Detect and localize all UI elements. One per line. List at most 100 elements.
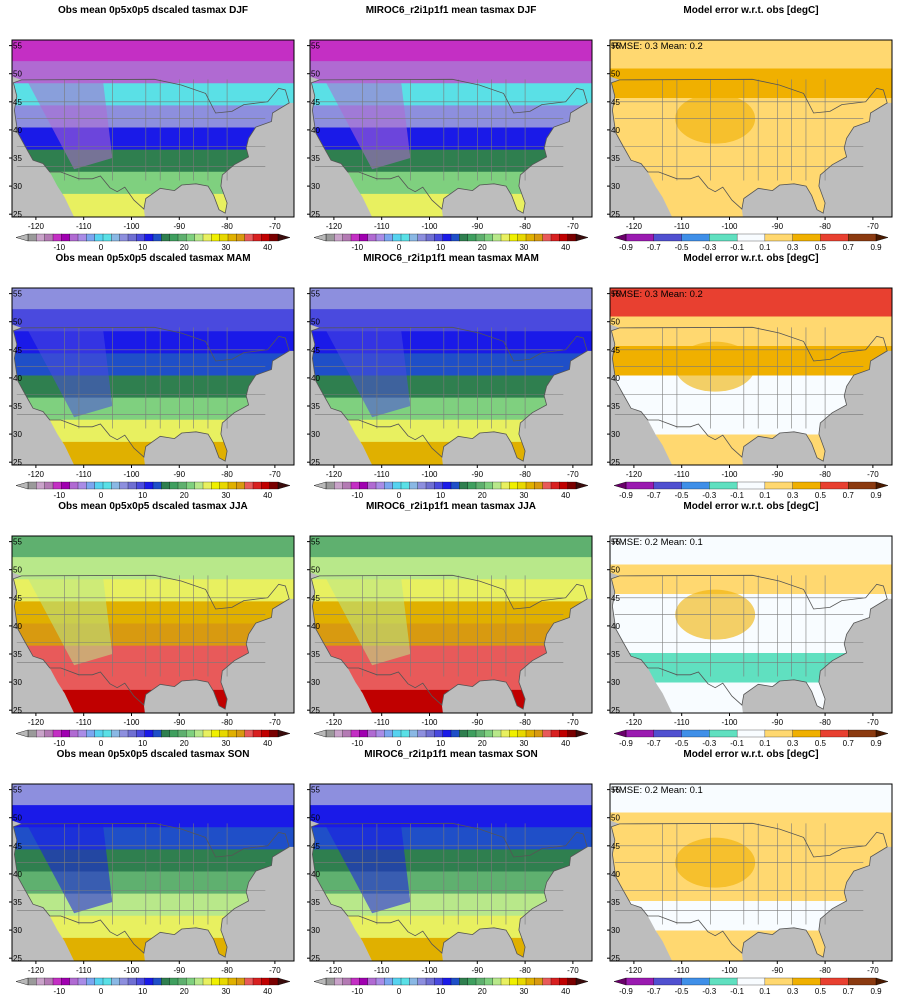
y-tick-label: 55 [13,786,22,795]
x-tick-label: -70 [567,966,579,975]
colorbar-swatch [94,977,104,986]
colorbar-swatch [475,233,485,242]
colorbar-swatch [567,481,577,490]
x-tick-label: -120 [28,966,45,975]
colorbar-swatch [384,977,394,986]
x-tick-label: -90 [772,470,784,479]
y-tick-label: 40 [311,374,320,383]
colorbar-swatch [359,481,369,490]
colorbar-label: 10 [436,243,445,252]
colorbar-label: 40 [561,491,570,500]
colorbar-label: 20 [478,243,487,252]
state-borders [314,79,564,181]
y-tick-label: 50 [13,70,22,79]
colorbar-swatch [334,233,344,242]
x-tick-label: -120 [626,222,643,231]
colorbar-over-arrow [875,481,889,490]
colorbar-swatch [77,233,87,242]
stats-annotation: RMSE: 0.2 Mean: 0.1 [612,785,703,796]
x-tick-label: -110 [674,222,690,231]
x-tick-label: -110 [374,222,390,231]
colorbar-swatch [36,729,46,738]
colorbar-swatch [392,233,402,242]
x-tick-label: -100 [421,966,438,975]
colorbar-label: 0.7 [843,739,855,748]
colorbar-swatch [534,729,544,738]
map-frame [609,783,893,962]
y-tick-label: 55 [311,786,320,795]
colorbar-swatch [169,233,179,242]
field-band [610,536,892,567]
colorbar-label: 0.3 [787,739,799,748]
colorbar-swatch [177,233,187,242]
y-tick-label: 55 [311,290,320,299]
y-tick-label: 45 [611,98,620,107]
colorbar-swatch [334,729,344,738]
temperature-colorbar: -10 0 10 20 30 40 [15,481,291,500]
x-tick-label: -120 [626,718,643,727]
x-tick-label: -90 [472,966,484,975]
y-tick-label: 25 [611,210,620,219]
map-frame [609,39,893,218]
colorbar-swatch [820,481,849,490]
colorbar-swatch [736,233,766,242]
temperature-colorbar: -10 0 10 20 30 40 [15,729,291,748]
colorbar-swatch [227,729,237,738]
colorbar-swatch [417,977,427,986]
colorbar-label: -0.1 [730,491,744,500]
colorbar-swatch [261,481,271,490]
colorbar-swatch [152,729,162,738]
y-tick-label: 30 [13,926,22,935]
colorbar-swatch [94,729,104,738]
error-colorbar: -0.9 -0.7 -0.5 -0.3 -0.1 0.1 0.3 0.5 0.7 0.9 [613,977,889,996]
colorbar-swatch [202,977,212,986]
field-band [610,288,892,319]
colorbar-label: -10 [53,739,65,748]
colorbar-swatch [367,233,377,242]
colorbar-swatch [127,481,137,490]
colorbar-swatch [177,729,187,738]
colorbar-swatch [409,977,419,986]
map-panel-djf-obs: Obs mean 0p5x0p5 dscaled tasmax DJF -120 -… [9,5,295,252]
colorbar-label: -0.5 [675,739,689,748]
colorbar-label: 20 [478,739,487,748]
colorbar-swatch [567,233,577,242]
x-tick-label: -120 [326,470,343,479]
x-tick-label: -110 [374,718,390,727]
colorbar-label: 0 [397,739,402,748]
colorbar-swatch [384,481,394,490]
colorbar-swatch [500,481,510,490]
colorbar-label: -10 [53,987,65,996]
colorbar-swatch [384,233,394,242]
colorbar-swatch [152,977,162,986]
x-tick-label: -70 [567,222,579,231]
colorbar-label: -0.1 [730,739,744,748]
colorbar-swatch [459,977,469,986]
field-band [12,40,294,64]
colorbar-swatch [27,481,37,490]
x-tick-label: -90 [174,470,186,479]
colorbar-swatch [442,481,452,490]
colorbar-label: -0.1 [730,987,744,996]
colorbar-label: 10 [436,987,445,996]
y-tick-label: 30 [611,926,620,935]
colorbar-swatch [227,977,237,986]
y-tick-label: 25 [611,458,620,467]
country-outline [12,574,290,710]
colorbar-label: 30 [221,243,230,252]
colorbar-swatch [459,729,469,738]
colorbar-swatch [736,977,766,986]
y-tick-label: 35 [611,402,620,411]
colorbar-swatch [400,233,410,242]
colorbar-label: 10 [138,987,147,996]
x-tick-label: -80 [221,222,233,231]
colorbar-swatch [509,233,519,242]
colorbar-swatch [261,233,271,242]
map-frame [309,39,593,218]
colorbar-swatch [244,233,254,242]
temperature-colorbar: -10 0 10 20 30 40 [15,977,291,996]
colorbar-swatch [625,481,655,490]
field-band [610,812,892,844]
stats-annotation: RMSE: 0.3 Mean: 0.2 [612,41,703,52]
colorbar-swatch [525,729,535,738]
